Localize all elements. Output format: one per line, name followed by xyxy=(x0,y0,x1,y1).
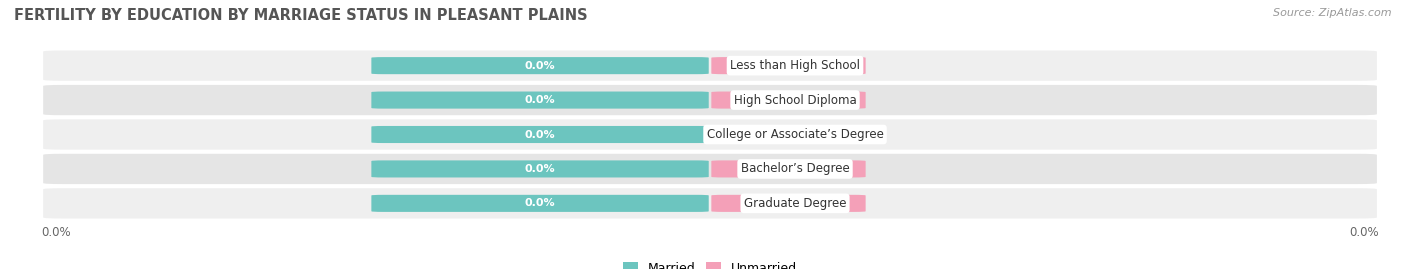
Text: Less than High School: Less than High School xyxy=(730,59,860,72)
Text: 0.0%: 0.0% xyxy=(773,198,804,208)
FancyBboxPatch shape xyxy=(371,57,709,74)
FancyBboxPatch shape xyxy=(371,195,709,212)
FancyBboxPatch shape xyxy=(371,126,709,143)
FancyBboxPatch shape xyxy=(711,160,866,178)
FancyBboxPatch shape xyxy=(711,91,866,109)
Text: 0.0%: 0.0% xyxy=(524,129,555,140)
Text: 0.0%: 0.0% xyxy=(524,164,555,174)
Text: 0.0%: 0.0% xyxy=(773,129,804,140)
FancyBboxPatch shape xyxy=(44,188,1376,218)
Text: Graduate Degree: Graduate Degree xyxy=(744,197,846,210)
Text: 0.0%: 0.0% xyxy=(524,61,555,71)
Text: 0.0%: 0.0% xyxy=(773,61,804,71)
FancyBboxPatch shape xyxy=(371,160,709,178)
FancyBboxPatch shape xyxy=(44,85,1376,115)
FancyBboxPatch shape xyxy=(371,91,709,109)
FancyBboxPatch shape xyxy=(711,126,866,143)
Text: 0.0%: 0.0% xyxy=(524,95,555,105)
Text: 0.0%: 0.0% xyxy=(524,198,555,208)
Text: FERTILITY BY EDUCATION BY MARRIAGE STATUS IN PLEASANT PLAINS: FERTILITY BY EDUCATION BY MARRIAGE STATU… xyxy=(14,8,588,23)
FancyBboxPatch shape xyxy=(44,154,1376,184)
FancyBboxPatch shape xyxy=(44,119,1376,150)
Text: Source: ZipAtlas.com: Source: ZipAtlas.com xyxy=(1274,8,1392,18)
FancyBboxPatch shape xyxy=(711,195,866,212)
Text: College or Associate’s Degree: College or Associate’s Degree xyxy=(707,128,883,141)
Text: Bachelor’s Degree: Bachelor’s Degree xyxy=(741,162,849,175)
Text: 0.0%: 0.0% xyxy=(773,95,804,105)
Text: High School Diploma: High School Diploma xyxy=(734,94,856,107)
Text: 0.0%: 0.0% xyxy=(773,164,804,174)
FancyBboxPatch shape xyxy=(44,51,1376,81)
FancyBboxPatch shape xyxy=(711,57,866,74)
Legend: Married, Unmarried: Married, Unmarried xyxy=(619,257,801,269)
